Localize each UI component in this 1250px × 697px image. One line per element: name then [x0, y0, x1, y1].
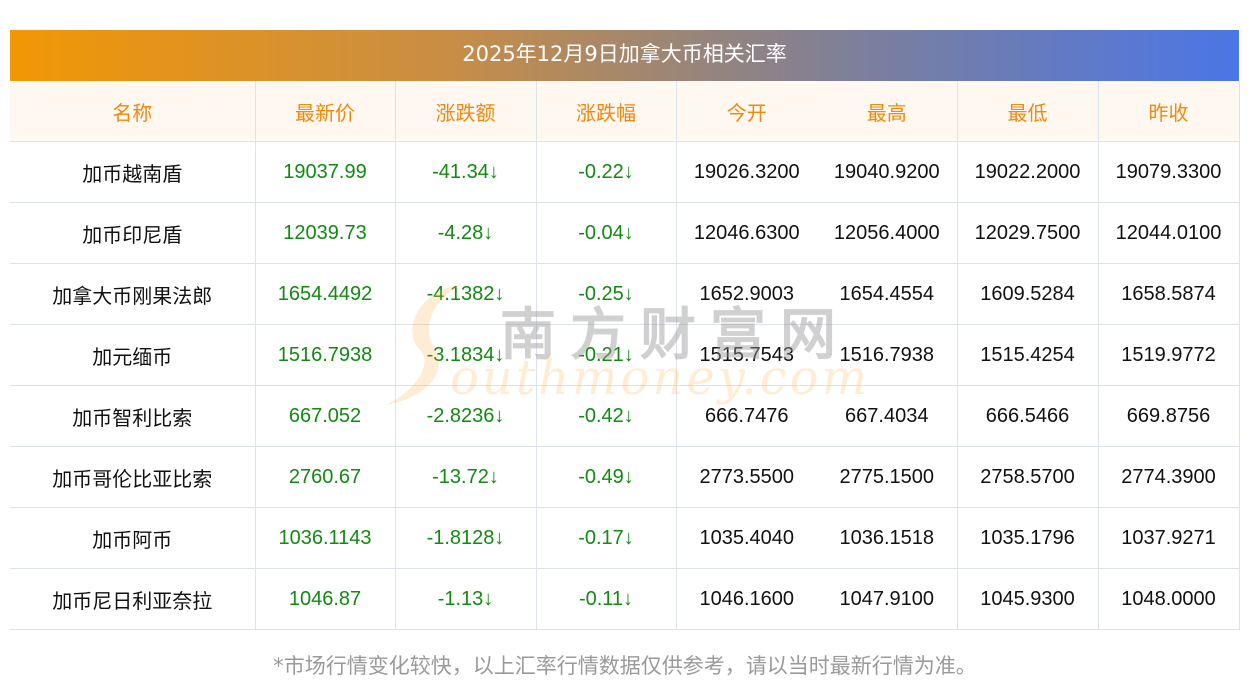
latest-price-cell: 1036.1143 — [255, 507, 396, 569]
latest-price-cell: 12039.73 — [255, 202, 396, 264]
prev-close-cell: 1048.0000 — [1098, 568, 1240, 630]
change-percent-cell: -0.42↓ — [536, 385, 677, 447]
col-header-change-pct: 涨跌幅 — [536, 81, 677, 142]
change-amount-cell: -13.72↓ — [395, 446, 537, 508]
header-row: 名称 最新价 涨跌额 涨跌幅 今开 最高 最低 昨收 — [10, 81, 1240, 142]
row-name-cell: 加币哥伦比亚比索 — [10, 446, 256, 508]
change-amount-cell: -1.8128↓ — [395, 507, 537, 569]
prev-close-cell: 19079.3300 — [1098, 141, 1240, 203]
table-row: 加拿大币刚果法郎 1654.4492 -4.1382↓ -0.25↓ 1652.9003… — [10, 263, 1240, 325]
change-percent-cell: -0.25↓ — [536, 263, 677, 325]
change-amount-cell: -2.8236↓ — [395, 385, 537, 447]
latest-price-cell: 1654.4492 — [255, 263, 396, 325]
table-title: 2025年12月9日加拿大币相关汇率 — [10, 30, 1239, 81]
latest-price-cell: 2760.67 — [255, 446, 396, 508]
prev-close-cell: 2774.3900 — [1098, 446, 1240, 508]
row-name-cell: 加币智利比索 — [10, 385, 256, 447]
col-header-change: 涨跌额 — [395, 81, 537, 142]
latest-price-cell: 1046.87 — [255, 568, 396, 630]
col-header-name: 名称 — [10, 81, 256, 142]
high-price-cell: 667.4034 — [817, 385, 958, 447]
exchange-rate-panel: 2025年12月9日加拿大币相关汇率 名称 最新价 涨跌额 涨跌幅 今开 最高 … — [10, 30, 1240, 630]
open-price-cell: 666.7476 — [676, 385, 817, 447]
row-name-cell: 加币越南盾 — [10, 141, 256, 203]
change-amount-cell: -1.13↓ — [395, 568, 537, 630]
prev-close-cell: 669.8756 — [1098, 385, 1240, 447]
change-percent-cell: -0.17↓ — [536, 507, 677, 569]
table-row: 加币智利比索 667.052 -2.8236↓ -0.42↓ 666.7476 667.4… — [10, 385, 1240, 447]
col-header-low: 最低 — [957, 81, 1099, 142]
high-price-cell: 1516.7938 — [817, 324, 958, 386]
high-price-cell: 19040.9200 — [817, 141, 958, 203]
col-header-open: 今开 — [676, 81, 817, 142]
low-price-cell: 1045.9300 — [957, 568, 1099, 630]
row-name-cell: 加币阿币 — [10, 507, 256, 569]
change-amount-cell: -3.1834↓ — [395, 324, 537, 386]
row-name-cell: 加元缅币 — [10, 324, 256, 386]
open-price-cell: 1652.9003 — [676, 263, 817, 325]
open-price-cell: 19026.3200 — [676, 141, 817, 203]
open-price-cell: 1515.7543 — [676, 324, 817, 386]
low-price-cell: 2758.5700 — [957, 446, 1099, 508]
change-percent-cell: -0.21↓ — [536, 324, 677, 386]
high-price-cell: 12056.4000 — [817, 202, 958, 264]
table-row: 加元缅币 1516.7938 -3.1834↓ -0.21↓ 1515.7543 1516… — [10, 324, 1240, 386]
low-price-cell: 19022.2000 — [957, 141, 1099, 203]
prev-close-cell: 12044.0100 — [1098, 202, 1240, 264]
open-price-cell: 12046.6300 — [676, 202, 817, 264]
change-percent-cell: -0.11↓ — [536, 568, 677, 630]
change-percent-cell: -0.49↓ — [536, 446, 677, 508]
table-row: 加币尼日利亚奈拉 1046.87 -1.13↓ -0.11↓ 1046.1600 1047… — [10, 568, 1240, 630]
prev-close-cell: 1658.5874 — [1098, 263, 1240, 325]
col-header-latest: 最新价 — [255, 81, 396, 142]
low-price-cell: 1609.5284 — [957, 263, 1099, 325]
col-header-prev-close: 昨收 — [1098, 81, 1240, 142]
open-price-cell: 1035.4040 — [676, 507, 817, 569]
high-price-cell: 1047.9100 — [817, 568, 958, 630]
open-price-cell: 1046.1600 — [676, 568, 817, 630]
latest-price-cell: 19037.99 — [255, 141, 396, 203]
change-amount-cell: -4.28↓ — [395, 202, 537, 264]
low-price-cell: 1515.4254 — [957, 324, 1099, 386]
latest-price-cell: 667.052 — [255, 385, 396, 447]
latest-price-cell: 1516.7938 — [255, 324, 396, 386]
exchange-rate-table: 名称 最新价 涨跌额 涨跌幅 今开 最高 最低 昨收 加币越南盾 19037.99… — [10, 81, 1240, 630]
table-row: 加币阿币 1036.1143 -1.8128↓ -0.17↓ 1035.4040 1036… — [10, 507, 1240, 569]
high-price-cell: 1654.4554 — [817, 263, 958, 325]
row-name-cell: 加币印尼盾 — [10, 202, 256, 264]
table-row: 加币哥伦比亚比索 2760.67 -13.72↓ -0.49↓ 2773.5500 277… — [10, 446, 1240, 508]
high-price-cell: 2775.1500 — [817, 446, 958, 508]
change-percent-cell: -0.22↓ — [536, 141, 677, 203]
low-price-cell: 12029.7500 — [957, 202, 1099, 264]
col-header-high: 最高 — [817, 81, 958, 142]
table-row: 加币印尼盾 12039.73 -4.28↓ -0.04↓ 12046.6300 12056… — [10, 202, 1240, 264]
change-amount-cell: -4.1382↓ — [395, 263, 537, 325]
disclaimer-footnote: *市场行情变化较快，以上汇率行情数据仅供参考，请以当时最新行情为准。 — [273, 654, 977, 678]
table-row: 加币越南盾 19037.99 -41.34↓ -0.22↓ 19026.3200 1904… — [10, 141, 1240, 203]
row-name-cell: 加币尼日利亚奈拉 — [10, 568, 256, 630]
change-percent-cell: -0.04↓ — [536, 202, 677, 264]
row-name-cell: 加拿大币刚果法郎 — [10, 263, 256, 325]
prev-close-cell: 1519.9772 — [1098, 324, 1240, 386]
low-price-cell: 666.5466 — [957, 385, 1099, 447]
high-price-cell: 1036.1518 — [817, 507, 958, 569]
prev-close-cell: 1037.9271 — [1098, 507, 1240, 569]
open-price-cell: 2773.5500 — [676, 446, 817, 508]
change-amount-cell: -41.34↓ — [395, 141, 537, 203]
low-price-cell: 1035.1796 — [957, 507, 1099, 569]
